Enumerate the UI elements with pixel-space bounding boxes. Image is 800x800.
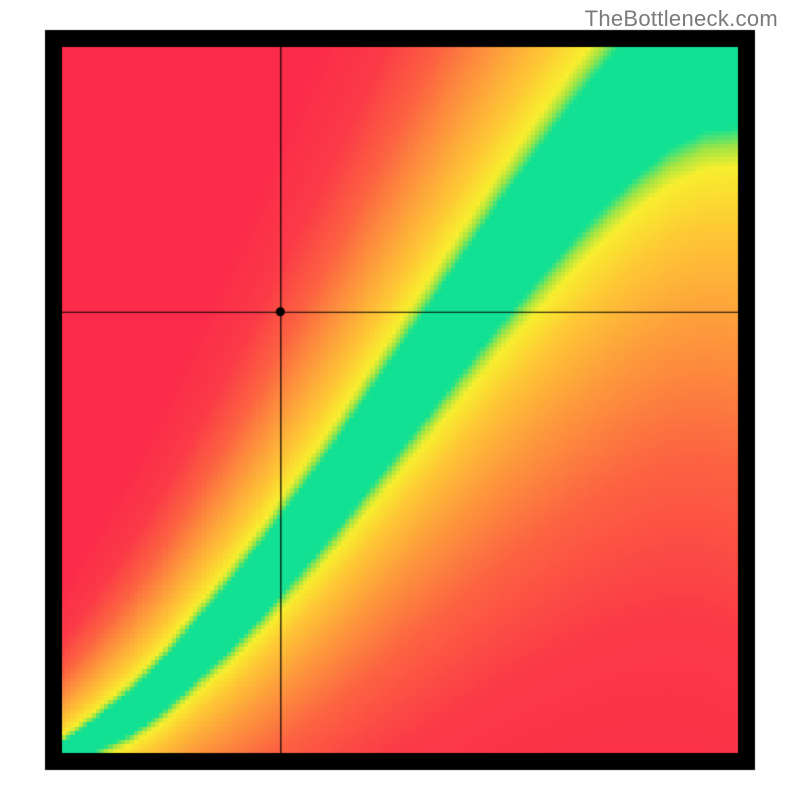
bottleneck-heatmap (0, 0, 800, 800)
